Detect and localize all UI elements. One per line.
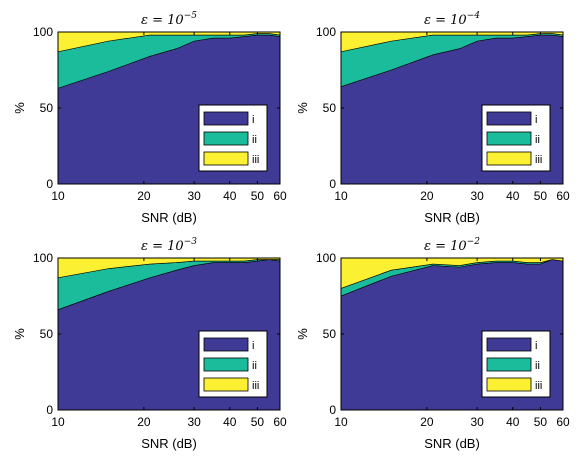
x-tick-label: 30 <box>470 415 484 429</box>
x-tick-label: 40 <box>223 189 237 203</box>
legend-label-i: i <box>252 114 254 126</box>
chart-title: ε = 10−5 <box>141 11 197 28</box>
legend-label-ii: ii <box>252 360 257 372</box>
legend-label-i: i <box>535 114 537 126</box>
chart-title: ε = 10−4 <box>424 11 480 28</box>
x-tick-label: 10 <box>334 189 348 203</box>
y-axis-label: % <box>12 328 27 340</box>
legend-swatch-i <box>486 111 532 126</box>
x-tick-label: 30 <box>470 189 484 203</box>
x-tick-label: 30 <box>187 189 201 203</box>
chart-title: ε = 10−3 <box>141 237 197 254</box>
y-tick-label: 0 <box>46 177 53 191</box>
chart-title-base: ε = 10 <box>424 13 467 28</box>
legend-swatch-iii <box>203 377 249 392</box>
legend-swatch-ii <box>486 131 532 146</box>
x-tick-label: 50 <box>534 189 548 203</box>
legend-swatch-iii <box>486 377 532 392</box>
chart-title-base: ε = 10 <box>141 239 184 254</box>
x-tick-label: 60 <box>556 189 570 203</box>
x-tick-label: 60 <box>273 415 287 429</box>
x-tick-label: 50 <box>251 189 265 203</box>
legend-label-ii: ii <box>252 134 257 146</box>
legend-swatch-i <box>203 111 249 126</box>
legend-swatch-ii <box>203 131 249 146</box>
chart-title-exponent: −4 <box>467 11 481 21</box>
legend-label-ii: ii <box>535 134 540 146</box>
x-axis-label: SNR (dB) <box>141 210 197 225</box>
y-axis-label: % <box>295 102 310 114</box>
legend-swatch-ii <box>486 357 532 372</box>
legend-swatch-iii <box>486 151 532 166</box>
x-tick-label: 10 <box>51 415 65 429</box>
legend-swatch-i <box>203 337 249 352</box>
x-tick-label: 40 <box>506 189 520 203</box>
y-tick-label: 50 <box>40 327 54 341</box>
y-tick-label: 50 <box>323 101 337 115</box>
chart-title-base: ε = 10 <box>424 239 467 254</box>
legend-swatch-ii <box>203 357 249 372</box>
x-tick-label: 20 <box>420 189 434 203</box>
x-tick-label: 20 <box>137 189 151 203</box>
x-axis-label: SNR (dB) <box>141 436 197 451</box>
y-tick-label: 0 <box>46 403 53 417</box>
legend-swatch-iii <box>203 151 249 166</box>
legend-label-ii: ii <box>535 360 540 372</box>
x-tick-label: 20 <box>420 415 434 429</box>
chart-title-exponent: −5 <box>184 11 198 21</box>
y-axis-label: % <box>295 328 310 340</box>
legend-label-iii: iii <box>535 154 542 166</box>
y-tick-label: 50 <box>40 101 54 115</box>
y-tick-label: 0 <box>329 403 336 417</box>
y-tick-label: 100 <box>33 251 53 265</box>
chart-title: ε = 10−2 <box>424 237 480 254</box>
y-tick-label: 100 <box>316 25 336 39</box>
x-tick-label: 60 <box>273 189 287 203</box>
legend-label-iii: iii <box>252 154 259 166</box>
x-axis-label: SNR (dB) <box>424 210 480 225</box>
x-tick-label: 50 <box>251 415 265 429</box>
y-tick-label: 100 <box>33 25 53 39</box>
x-tick-label: 60 <box>556 415 570 429</box>
y-axis-label: % <box>12 102 27 114</box>
x-tick-label: 40 <box>223 415 237 429</box>
y-tick-label: 0 <box>329 177 336 191</box>
x-tick-label: 10 <box>51 189 65 203</box>
legend-label-i: i <box>252 340 254 352</box>
x-tick-label: 20 <box>137 415 151 429</box>
y-tick-label: 100 <box>316 251 336 265</box>
x-tick-label: 30 <box>187 415 201 429</box>
x-tick-label: 40 <box>506 415 520 429</box>
chart-title-exponent: −2 <box>467 237 481 247</box>
x-axis-label: SNR (dB) <box>424 436 480 451</box>
legend-label-iii: iii <box>535 380 542 392</box>
legend-label-iii: iii <box>252 380 259 392</box>
x-tick-label: 10 <box>334 415 348 429</box>
x-tick-label: 50 <box>534 415 548 429</box>
legend-swatch-i <box>486 337 532 352</box>
chart-title-exponent: −3 <box>184 237 198 247</box>
chart-title-base: ε = 10 <box>141 13 184 28</box>
y-tick-label: 50 <box>323 327 337 341</box>
legend-label-i: i <box>535 340 537 352</box>
